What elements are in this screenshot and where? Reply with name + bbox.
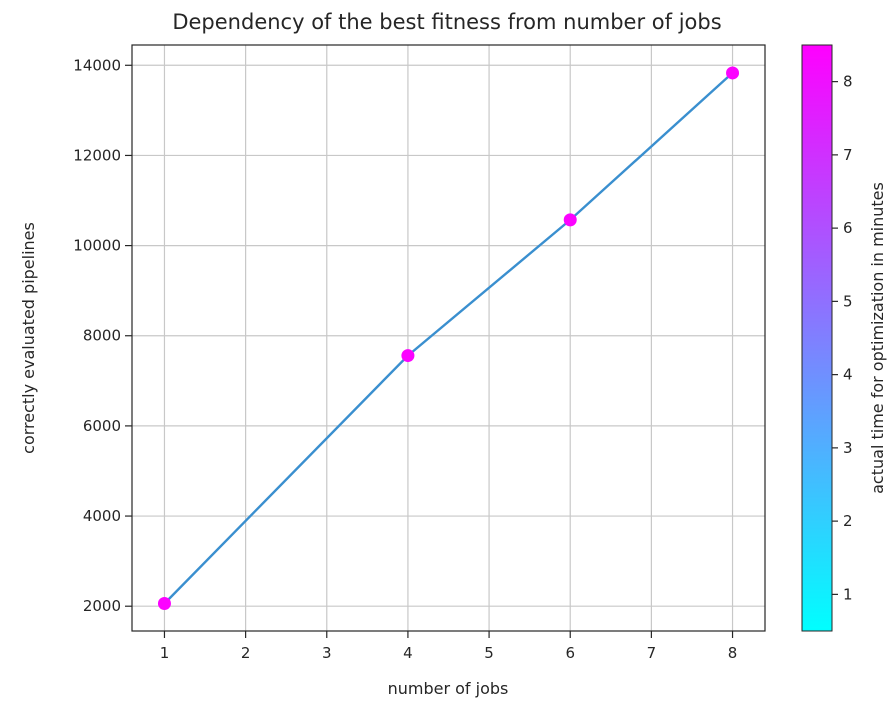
- y-tick-label: 10000: [73, 237, 121, 255]
- colorbar-tick-label: 7: [843, 146, 853, 164]
- y-tick-label: 6000: [83, 417, 121, 435]
- colorbar-tick-label: 1: [843, 585, 853, 603]
- grid-lines: [132, 45, 765, 631]
- data-point: [157, 597, 171, 611]
- colorbar-tick-label: 6: [843, 219, 853, 237]
- x-tick-label: 2: [241, 644, 251, 662]
- data-point: [726, 66, 740, 80]
- x-tick-label: 4: [403, 644, 413, 662]
- data-points: [157, 66, 740, 611]
- colorbar-tick-label: 5: [843, 292, 853, 310]
- y-axis-label: correctly evaluated pipelines: [19, 222, 38, 454]
- x-tick-label: 8: [728, 644, 738, 662]
- y-tick-label: 12000: [73, 146, 121, 164]
- x-axis-label: number of jobs: [388, 679, 509, 698]
- colorbar-tick-label: 3: [843, 439, 853, 457]
- colorbar-tick-label: 8: [843, 73, 853, 91]
- colorbar-label: actual time for optimization in minutes: [868, 182, 887, 494]
- colorbar-tick-label: 4: [843, 366, 853, 384]
- y-tick-label: 4000: [83, 507, 121, 525]
- data-point: [401, 349, 415, 363]
- plot-area: [131, 44, 766, 632]
- x-tick-label: 6: [565, 644, 575, 662]
- data-point: [563, 213, 577, 227]
- colorbar-gradient: [801, 44, 833, 632]
- colorbar-tick-label: 2: [843, 512, 853, 530]
- y-axis: 2000 4000 6000 8000 10000 12000 14000: [73, 56, 132, 615]
- x-tick-label: 7: [647, 644, 657, 662]
- plot-frame: [131, 44, 766, 632]
- x-tick-label: 3: [322, 644, 332, 662]
- x-tick-label: 1: [160, 644, 170, 662]
- colorbar: 1 2 3 4 5 6 7 8 actual time for optimization in…: [801, 44, 887, 632]
- colorbar-ticks: 1 2 3 4 5 6 7 8: [832, 73, 853, 603]
- series-line: [163, 72, 734, 605]
- x-axis: 1 2 3 4 5 6 7 8: [160, 631, 738, 662]
- y-tick-label: 2000: [83, 597, 121, 615]
- chart-title: Dependency of the best fitness from numb…: [172, 10, 721, 34]
- y-tick-label: 14000: [73, 56, 121, 74]
- x-tick-label: 5: [484, 644, 494, 662]
- y-tick-label: 8000: [83, 327, 121, 345]
